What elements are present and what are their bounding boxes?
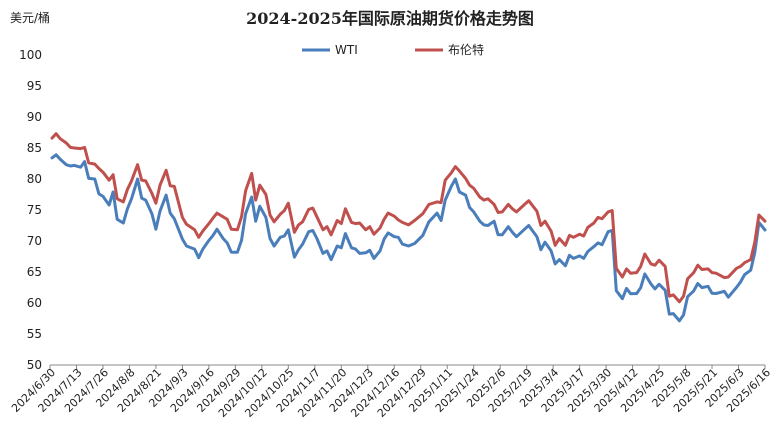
y-axis: 50 55 60 65 70 75 80 85 90 95 100 (19, 48, 42, 372)
y-tick-label: 55 (27, 327, 42, 341)
series-line-brent (50, 132, 767, 304)
y-tick-label: 75 (27, 203, 42, 217)
series-line-wti (50, 153, 767, 323)
y-tick-label: 80 (27, 172, 42, 186)
y-tick-label: 65 (27, 265, 42, 279)
legend-wti-label: WTI (335, 43, 358, 57)
y-tick-label: 100 (19, 48, 42, 62)
y-tick-label: 60 (27, 296, 42, 310)
legend-brent-label: 布伦特 (448, 42, 484, 57)
y-tick-label: 85 (27, 141, 42, 155)
y-axis-unit-label: 美元/桶 (10, 10, 50, 25)
chart-title: 2024-2025年国际原油期货价格走势图 (246, 9, 534, 28)
series-layer (50, 132, 767, 323)
y-tick-label: 70 (27, 234, 42, 248)
y-tick-label: 90 (27, 110, 42, 124)
x-axis: 2024/6/302024/7/132024/7/262024/8/82024/… (9, 365, 773, 420)
y-tick-label: 95 (27, 79, 42, 93)
legend: WTI 布伦特 (302, 42, 484, 57)
y-tick-label: 50 (27, 358, 42, 372)
